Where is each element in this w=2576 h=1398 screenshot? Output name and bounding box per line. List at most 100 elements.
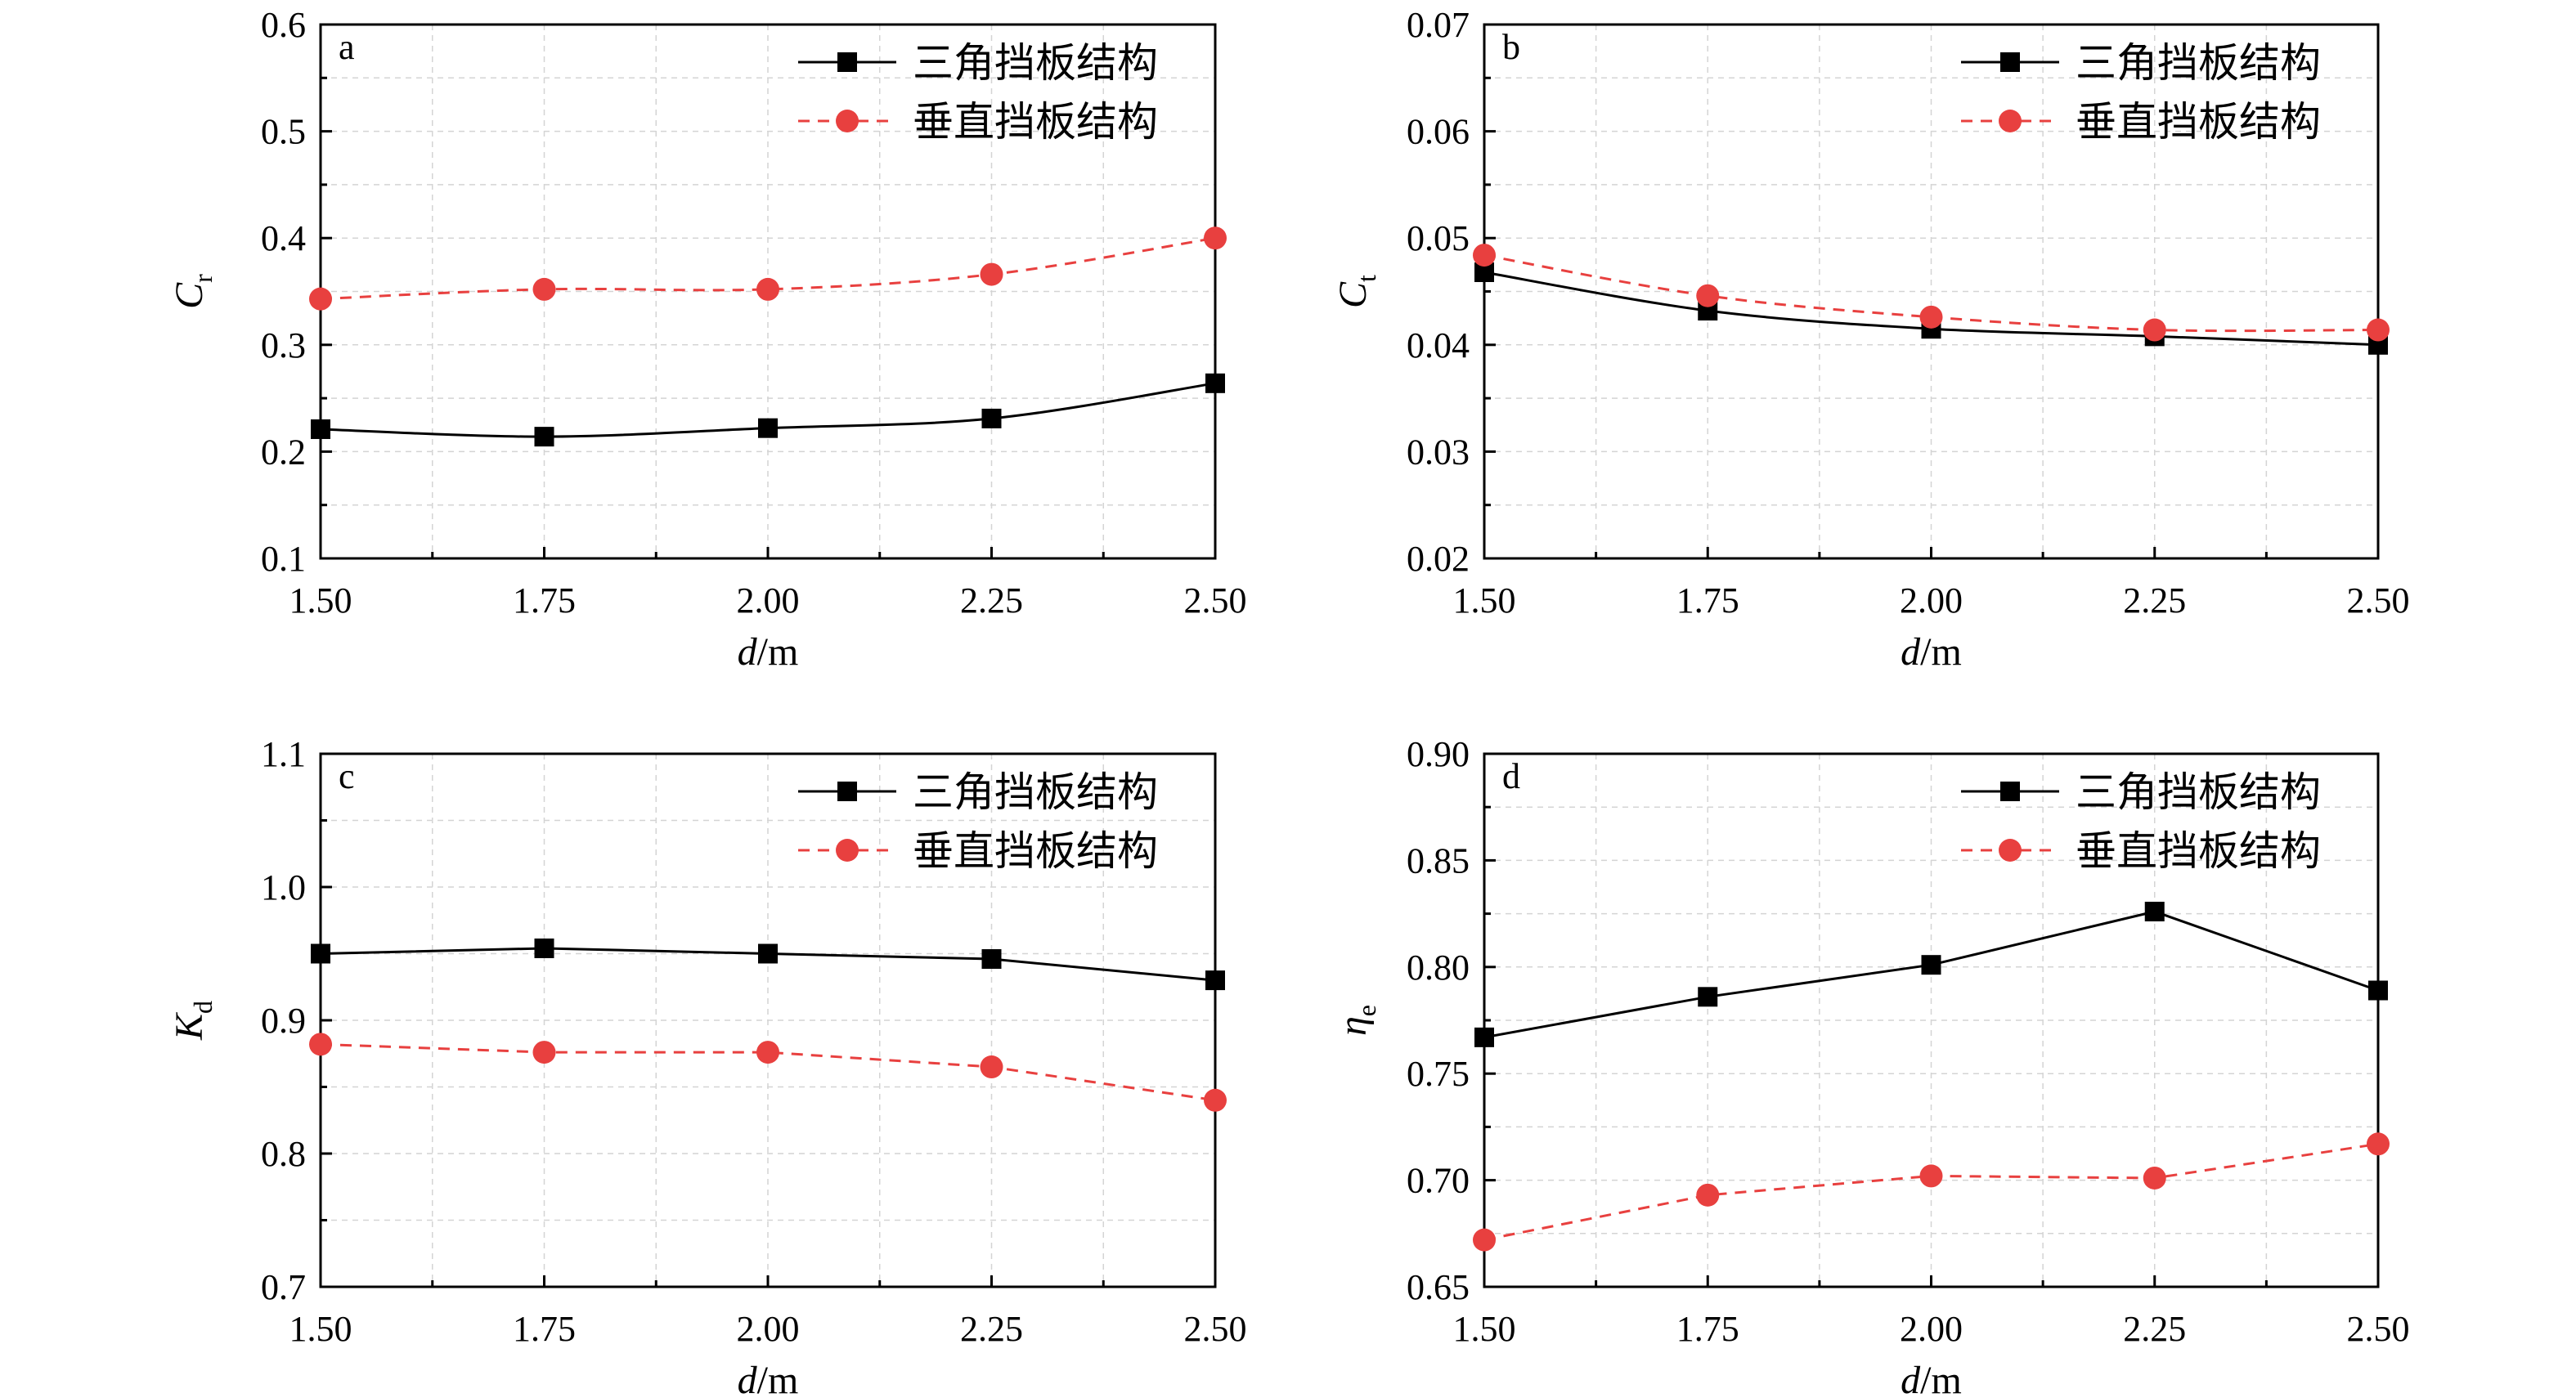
y-tick-label: 0.1	[261, 539, 306, 579]
legend-label: 三角挡板结构	[913, 39, 1158, 87]
y-tick-label: 0.70	[1407, 1161, 1470, 1201]
legend-marker-circle	[836, 839, 859, 862]
data-point-circle	[2367, 1132, 2390, 1156]
legend-marker-circle	[1999, 110, 2022, 132]
x-tick-label: 1.50	[1453, 580, 1516, 621]
y-tick-label: 0.6	[261, 5, 306, 45]
data-point-circle	[309, 1033, 332, 1056]
x-tick-label: 1.75	[1676, 1309, 1739, 1349]
x-tick-label: 2.50	[1184, 1309, 1247, 1349]
y-tick-label: 0.65	[1407, 1267, 1470, 1307]
data-point-circle	[980, 262, 1003, 286]
data-point-circle	[1473, 1228, 1496, 1252]
x-tick-label: 2.50	[2347, 580, 2410, 621]
gridlines	[1484, 25, 2378, 558]
data-point-square	[1474, 1027, 1494, 1047]
data-point-circle	[2367, 318, 2390, 342]
y-tick-label: 0.9	[261, 1001, 306, 1041]
data-point-square	[534, 427, 554, 447]
y-tick-label: 0.02	[1407, 539, 1470, 579]
series-line	[320, 236, 1216, 301]
x-tick-label: 1.75	[513, 580, 576, 621]
data-point-square	[2368, 980, 2388, 1001]
data-point-square	[1698, 987, 1718, 1007]
data-point-circle	[756, 277, 779, 301]
data-point-square	[2144, 901, 2165, 921]
panel-letter: d	[1502, 756, 1520, 796]
series-line	[320, 1042, 1216, 1102]
y-axis-title: Cr	[168, 274, 218, 309]
x-axis-title: d/m	[738, 1359, 799, 1398]
y-tick-label: 0.90	[1407, 734, 1470, 774]
data-point-square	[981, 949, 1002, 970]
data-point-square	[981, 408, 1002, 428]
legend-label: 垂直挡板结构	[2076, 98, 2321, 146]
legend-marker-square	[2000, 782, 2020, 801]
legend-marker-circle	[1999, 839, 2022, 862]
y-tick-label: 0.03	[1407, 432, 1470, 472]
x-tick-label: 2.00	[737, 1309, 800, 1349]
x-tick-label: 2.00	[1900, 1309, 1963, 1349]
data-point-circle	[532, 277, 556, 301]
y-tick-label: 0.85	[1407, 840, 1470, 880]
data-point-circle	[1696, 284, 1720, 307]
x-tick-label: 2.50	[2347, 1309, 2410, 1349]
series-2	[1473, 1132, 2390, 1252]
series-2	[1473, 244, 2390, 342]
y-tick-label: 0.75	[1407, 1054, 1470, 1094]
y-tick-label: 0.06	[1407, 112, 1470, 152]
panel-letter: c	[339, 756, 355, 796]
x-tick-label: 2.00	[737, 580, 800, 621]
x-tick-label: 1.50	[289, 1309, 352, 1349]
x-tick-label: 1.50	[289, 580, 352, 621]
axis-ticks	[1483, 752, 2380, 1288]
data-point-circle	[1919, 1164, 1943, 1188]
x-tick-label: 2.50	[1184, 580, 1247, 621]
legend-label: 三角挡板结构	[2076, 768, 2321, 816]
y-tick-label: 1.0	[261, 867, 306, 907]
chart-panel-d: 1.50 1.75 2.00 2.25 2.50 0.65 0.70 0.75 0.80 0.85…	[1331, 734, 2410, 1398]
gridlines	[321, 754, 1215, 1287]
data-point-circle	[532, 1041, 556, 1064]
legend-label: 垂直挡板结构	[913, 98, 1158, 146]
data-point-circle	[980, 1055, 1003, 1079]
x-tick-label: 2.25	[2123, 580, 2186, 621]
y-tick-label: 0.5	[261, 112, 306, 152]
legend-label: 垂直挡板结构	[2076, 827, 2321, 875]
y-tick-label: 0.7	[261, 1267, 306, 1307]
data-point-circle	[1919, 305, 1943, 329]
legend-label: 三角挡板结构	[2076, 39, 2321, 87]
x-axis-title: d/m	[1901, 1359, 1962, 1398]
legend-marker-square	[837, 52, 857, 72]
chart-panel-c: 1.50 1.75 2.00 2.25 2.50 0.7 0.8 0.9 1.0 1.1 c d/m K…	[168, 734, 1247, 1398]
data-point-circle	[1204, 226, 1227, 250]
data-point-square	[534, 938, 554, 958]
data-point-square	[1205, 373, 1225, 393]
panel-letter: a	[339, 27, 355, 67]
series-1	[311, 373, 1225, 447]
x-tick-label: 2.25	[960, 580, 1023, 621]
data-point-circle	[756, 1041, 779, 1064]
legend-label: 三角挡板结构	[913, 768, 1158, 816]
panel-letter: b	[1502, 27, 1520, 67]
data-point-circle	[1473, 244, 1496, 267]
data-point-circle	[1696, 1183, 1720, 1207]
data-point-square	[311, 943, 330, 964]
x-tick-label: 2.00	[1900, 580, 1963, 621]
series-1	[1474, 901, 2388, 1047]
gridlines	[321, 25, 1215, 558]
chart-panel-b: 1.50 1.75 2.00 2.25 2.50 0.02 0.03 0.04 0.05 0.06…	[1331, 5, 2410, 674]
series-1	[311, 938, 1225, 991]
y-axis-title: Kd	[168, 1001, 218, 1041]
y-tick-label: 0.2	[261, 432, 306, 472]
x-tick-label: 1.50	[1453, 1309, 1516, 1349]
y-tick-label: 0.80	[1407, 948, 1470, 988]
legend-marker-square	[837, 782, 857, 801]
x-tick-label: 2.25	[960, 1309, 1023, 1349]
x-axis-title: d/m	[1901, 630, 1962, 674]
chart-panel-a: 1.50 1.75 2.00 2.25 2.50 0.1 0.2 0.3 0.4 0.5 0.6 a d…	[168, 5, 1247, 674]
x-tick-label: 1.75	[513, 1309, 576, 1349]
data-point-square	[1205, 970, 1225, 991]
